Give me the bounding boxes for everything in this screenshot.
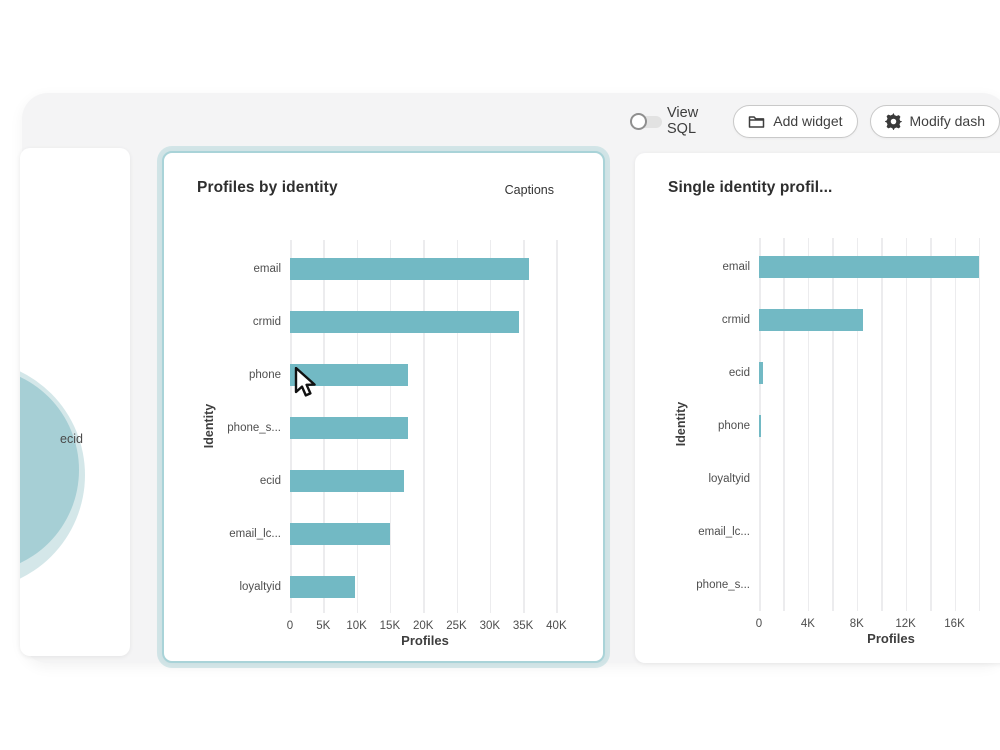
gridline <box>556 240 558 613</box>
donut-segment-label: ecid <box>60 432 83 446</box>
category-label: phone <box>249 369 281 381</box>
category-label: loyaltyid <box>239 581 281 593</box>
gridline <box>489 240 492 613</box>
category-label: ecid <box>728 367 750 379</box>
modify-dashboard-button[interactable]: Modify dash <box>869 104 1000 138</box>
category-label: loyaltyid <box>708 473 750 485</box>
gridline <box>856 238 859 611</box>
widget-card-identity-overlap[interactable]: ecid <box>20 148 130 656</box>
gridline <box>978 238 981 611</box>
gridline <box>905 238 908 611</box>
bar-email-lc[interactable] <box>290 523 390 545</box>
view-sql-label: View SQL <box>667 105 699 137</box>
x-tick: 8K <box>849 618 864 630</box>
x-tick: 16K <box>944 618 965 630</box>
category-label: email_lc... <box>229 528 281 540</box>
gridline <box>783 238 785 611</box>
bar-loyaltyid[interactable] <box>290 576 356 598</box>
add-widget-button[interactable]: Add widget <box>733 104 858 138</box>
bar-email[interactable] <box>290 258 530 280</box>
x-tick: 12K <box>895 618 916 630</box>
bar-ecid[interactable] <box>759 362 764 384</box>
toggle-knob[interactable] <box>630 112 647 130</box>
chart-title: Profiles by identity <box>197 179 338 196</box>
category-label: email_lc... <box>698 526 750 538</box>
bar-crmid[interactable] <box>759 309 863 331</box>
x-tick: 10K <box>346 620 367 632</box>
bar-phone-s[interactable] <box>290 417 408 439</box>
category-label: phone_s... <box>227 422 281 434</box>
widget-card-single-identity-profiles[interactable]: Single identity profil... email crmid ecid… <box>635 153 1000 663</box>
bar-email[interactable] <box>759 256 979 278</box>
modify-dashboard-label: Modify dash <box>909 113 985 129</box>
chart-title: Single identity profil... <box>668 179 833 196</box>
gridline <box>832 238 834 611</box>
y-axis-label: Identity <box>202 403 216 449</box>
folder-icon <box>748 115 765 128</box>
bar-chart-single-identity-profiles: email crmid ecid phone loyaltyid email_lc...p… <box>696 238 1000 630</box>
x-tick: 25K <box>446 620 467 632</box>
gridline <box>930 238 932 611</box>
widget-card-profiles-by-identity[interactable]: Profiles by identity Captions email crmid… <box>162 151 605 663</box>
gear-icon <box>884 112 902 130</box>
bar-chart-profiles-by-identity: email crmid phone phone_s...ecid email_lc...… <box>227 240 567 632</box>
x-tick: 0 <box>755 618 763 630</box>
category-label: email <box>722 261 750 273</box>
add-widget-label: Add widget <box>773 113 843 129</box>
x-tick: 4K <box>800 618 815 630</box>
category-label: email <box>253 263 281 275</box>
category-label: crmid <box>721 314 750 326</box>
x-tick: 5K <box>316 620 331 632</box>
x-tick: 35K <box>512 620 534 632</box>
x-axis-label: Profiles <box>401 633 449 648</box>
mouse-cursor <box>294 367 316 397</box>
category-label: phone_s... <box>696 579 750 591</box>
y-axis-label: Identity <box>674 401 688 447</box>
category-label: ecid <box>259 475 281 487</box>
x-tick: 15K <box>379 620 401 632</box>
bar-ecid[interactable] <box>290 470 404 492</box>
gridline <box>523 240 525 613</box>
bar-phone[interactable] <box>759 415 761 437</box>
dashboard-toolbar: View SQL Add widget Modify dash <box>630 104 1000 138</box>
gridline <box>881 238 883 611</box>
x-tick: 40K <box>546 620 567 632</box>
x-axis-label: Profiles <box>867 631 915 646</box>
donut-segment-ecid[interactable] <box>20 367 79 573</box>
bar-crmid[interactable] <box>290 311 520 333</box>
gridline <box>807 238 810 611</box>
category-label: crmid <box>252 316 281 328</box>
x-tick: 20K <box>412 620 434 632</box>
gridline <box>456 240 458 613</box>
category-label: phone <box>718 420 750 432</box>
gridline <box>954 238 957 611</box>
x-tick: 30K <box>479 620 501 632</box>
bar-phone[interactable] <box>290 364 408 386</box>
captions-link[interactable]: Captions <box>504 183 554 197</box>
view-sql-toggle[interactable] <box>630 112 662 131</box>
x-tick: 0 <box>286 620 294 632</box>
gridline <box>423 240 425 613</box>
